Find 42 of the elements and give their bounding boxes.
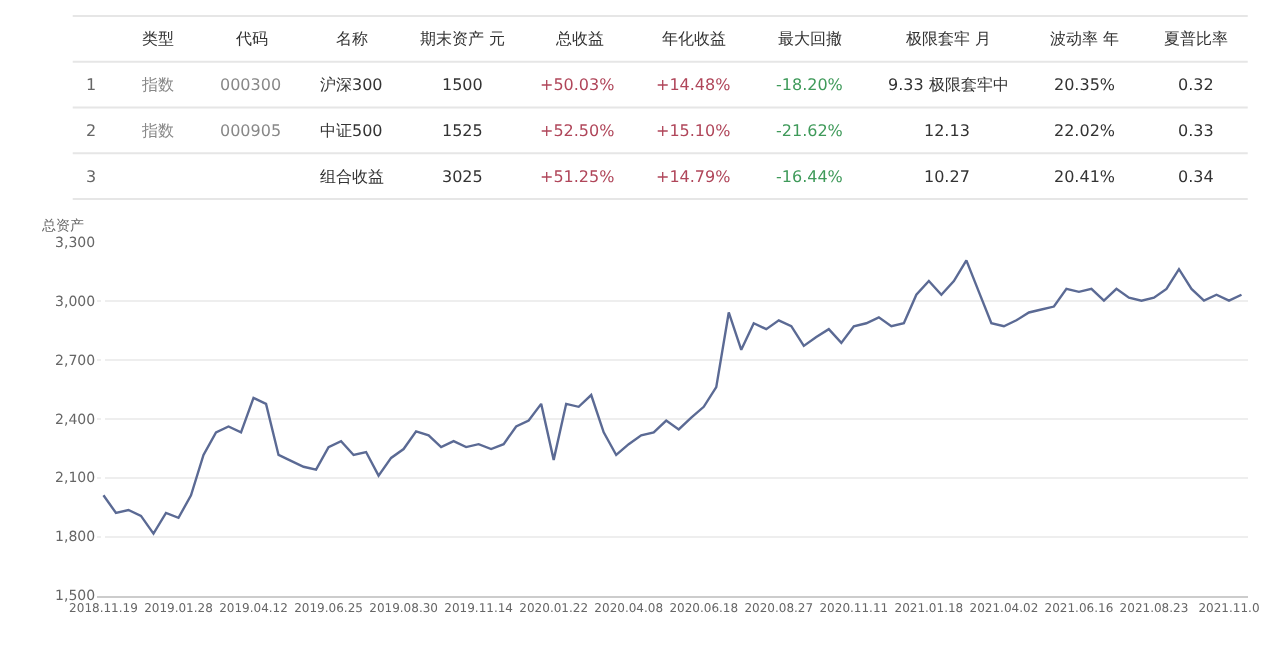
text: 12.13	[924, 122, 970, 140]
text: 20.35%	[1054, 76, 1116, 94]
text: +15.10%	[656, 122, 731, 140]
category-label: 类型	[142, 30, 174, 48]
text: 10.27	[924, 168, 970, 186]
category-label: 极限套牢 月	[904, 30, 992, 48]
text: 0.32	[1178, 76, 1214, 94]
text: 指数	[142, 76, 174, 94]
category-label: 名称	[336, 30, 368, 48]
text: -21.62%	[776, 122, 843, 140]
text: 3	[86, 168, 97, 186]
text: 000300	[220, 76, 282, 94]
text: 沪深300	[320, 76, 383, 94]
text: -16.44%	[776, 168, 843, 186]
category-label: 期末资产 元	[420, 30, 506, 48]
text: 9.33 极限套牢中	[888, 76, 1009, 94]
category-label: 年化收益	[662, 30, 726, 48]
text: 1525	[442, 122, 483, 140]
category-label: 总收益	[554, 30, 604, 48]
text: 20.41%	[1054, 168, 1116, 186]
text: +51.25%	[540, 168, 615, 186]
category-label: 代码	[234, 30, 268, 48]
category-label: 最大回撤	[778, 30, 842, 48]
text: 22.02%	[1054, 122, 1116, 140]
text: +14.48%	[656, 76, 731, 94]
text: 中证500	[320, 122, 383, 140]
text: 0.33	[1178, 122, 1214, 140]
text: 000905	[220, 122, 282, 140]
text: 2	[86, 122, 97, 140]
category-label: 波动率 年	[1050, 30, 1120, 48]
line-series	[102, 259, 1243, 535]
text: 1	[86, 76, 97, 94]
text: 指数	[142, 122, 174, 140]
text: 1500	[442, 76, 483, 94]
text: 组合收益	[320, 168, 384, 186]
text: -18.20%	[776, 76, 843, 94]
text: 3025	[442, 168, 483, 186]
category-label: 夏普比率	[1164, 30, 1228, 48]
text: +52.50%	[540, 122, 615, 140]
text: +14.79%	[656, 168, 731, 186]
text: 0.34	[1178, 168, 1214, 186]
text: +50.03%	[540, 76, 615, 94]
